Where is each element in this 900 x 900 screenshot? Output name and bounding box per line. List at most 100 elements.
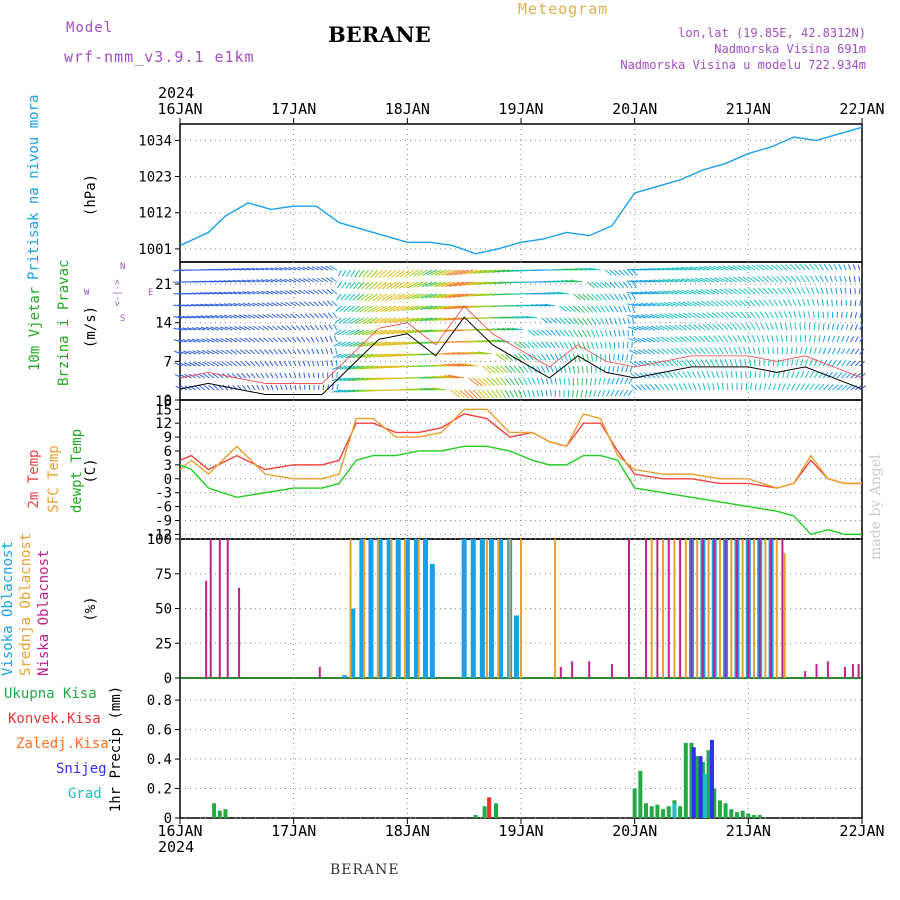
wind-arrow	[664, 313, 674, 319]
wind-arrow	[450, 389, 461, 398]
wind-arrow	[313, 301, 319, 307]
wind-arrow	[845, 336, 850, 343]
wind-arrow	[441, 269, 456, 276]
wind-arrow	[260, 372, 265, 379]
wind-arrow	[207, 361, 215, 367]
wind-arrow	[771, 335, 774, 343]
wind-arrow	[629, 365, 633, 373]
wind-arrow	[191, 304, 201, 307]
wind-arrow	[264, 361, 270, 367]
wind-arrow	[678, 312, 688, 319]
wind-arrow	[571, 389, 574, 398]
wind-arrow	[644, 384, 651, 391]
wind-arrow	[659, 383, 665, 391]
wind-arrow	[777, 287, 783, 295]
wind-arrow	[757, 287, 765, 295]
y-tick-label: 100	[147, 532, 172, 548]
wind-arrow	[600, 305, 606, 313]
wind-arrow	[816, 299, 820, 307]
wind-arrow	[366, 269, 374, 278]
wind-arrow	[506, 327, 519, 331]
wind-arrow	[390, 281, 401, 290]
wind-arrow	[659, 302, 669, 307]
wind-arrow	[492, 269, 506, 273]
wind-arrow	[527, 329, 536, 336]
wind-arrow	[638, 349, 647, 355]
wind-arrow	[331, 377, 342, 382]
product-title: Meteogram	[518, 0, 609, 18]
wind-arrow	[636, 314, 647, 319]
wind-arrow	[372, 293, 383, 302]
wind-arrow	[591, 305, 598, 313]
wind-arrow	[859, 300, 862, 307]
wind-arrow	[179, 373, 188, 379]
wind-arrow	[640, 302, 651, 307]
wind-arrow	[289, 290, 297, 295]
wind-arrow	[279, 372, 283, 379]
wind-arrow	[685, 347, 692, 355]
wind-arrow	[334, 347, 338, 355]
wind-arrow	[644, 279, 656, 283]
wind-arrow	[276, 325, 283, 331]
wind-arrow	[718, 277, 729, 283]
precip-bar	[729, 809, 734, 818]
wind-arrow	[182, 315, 192, 319]
wind-arrow	[270, 290, 278, 295]
y-tick-label: 1023	[138, 170, 172, 186]
wind-arrow	[568, 341, 574, 350]
wind-arrow	[657, 360, 665, 367]
y-tick-label: 0.8	[147, 693, 172, 709]
wind-arrow	[563, 305, 572, 313]
wind-arrow	[358, 269, 365, 278]
wind-arrow	[213, 280, 224, 283]
wind-arrow	[425, 305, 438, 310]
wind-arrow	[772, 287, 779, 295]
wind-arrow	[737, 264, 747, 271]
wind-arrow	[270, 384, 274, 391]
wind-arrow	[339, 389, 351, 393]
wind-arrow	[452, 363, 469, 367]
wind-arrow	[604, 293, 611, 301]
wind-arrow	[353, 281, 360, 289]
wind-arrow	[280, 384, 283, 391]
cloud-bar-1	[363, 539, 366, 678]
wind-arrow	[631, 293, 636, 301]
wind-arrow	[495, 377, 503, 386]
wind-arrow	[419, 329, 433, 333]
wind-arrow	[443, 375, 460, 379]
y-tick-label: 25	[155, 636, 172, 652]
wind-arrow	[689, 347, 697, 355]
wind-arrow	[804, 383, 811, 391]
wind-arrow	[382, 269, 392, 278]
precip-bar	[487, 797, 492, 818]
wind-arrow	[300, 325, 306, 331]
wind-arrow	[242, 302, 251, 307]
wind-arrow	[343, 389, 356, 393]
wind-arrow	[604, 305, 610, 313]
wind-arrow	[600, 293, 607, 301]
wind-arrow	[334, 317, 342, 324]
wind-arrow	[224, 326, 233, 331]
wind-arrow	[284, 384, 288, 391]
wind-arrow	[586, 329, 592, 338]
wind-arrow	[550, 341, 556, 349]
wind-arrow	[458, 281, 474, 287]
wind-arrow	[635, 291, 647, 295]
wind-arrow	[414, 388, 428, 391]
wind-arrow	[836, 311, 839, 319]
wind-arrow	[726, 323, 733, 331]
wind-arrow	[191, 327, 201, 331]
y-tick-label: -6	[155, 500, 172, 516]
wind-arrow	[432, 317, 447, 321]
wind-arrow	[723, 276, 733, 283]
wind-arrow	[799, 323, 802, 331]
wind-arrow	[676, 267, 688, 271]
wind-arrow	[204, 280, 215, 283]
wind-arrow	[750, 383, 753, 391]
precip-bar	[723, 803, 728, 818]
wind-arrow	[316, 348, 320, 355]
wind-arrow	[735, 370, 738, 379]
wind-arrow	[631, 314, 642, 319]
wind-arrow	[665, 336, 674, 343]
wind-arrow	[463, 389, 474, 399]
